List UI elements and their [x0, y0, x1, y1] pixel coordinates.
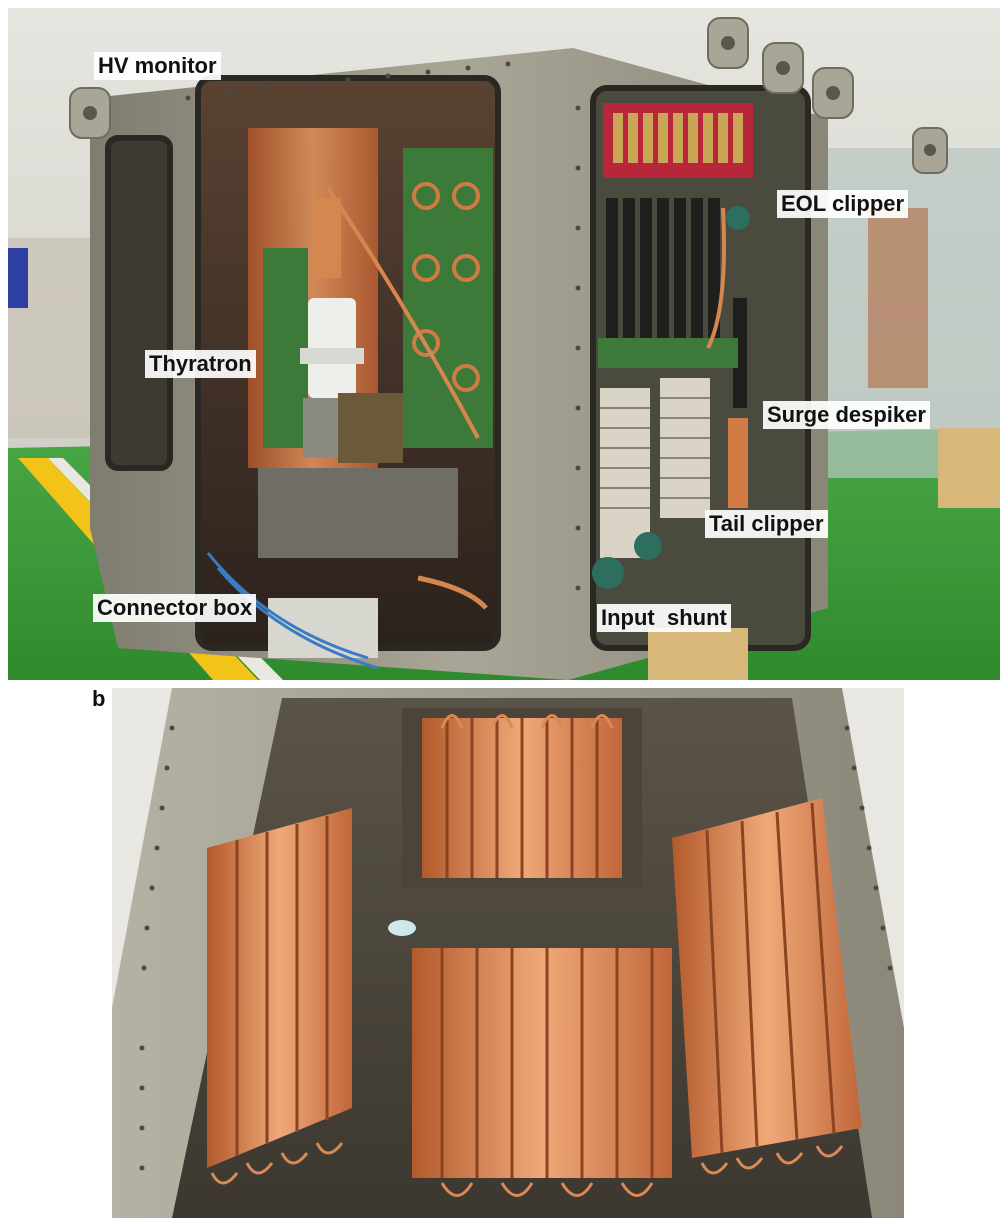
label-eol-clipper: EOL clipper: [777, 190, 909, 218]
panel-a-illustration: [8, 8, 1000, 680]
label-tail-clipper: Tail clipper: [705, 510, 828, 538]
panel-b-photo: [112, 688, 904, 1218]
panel-b-letter: b: [92, 686, 106, 711]
label-thyratron: Thyratron: [145, 350, 256, 378]
label-hv-monitor: HV monitor: [94, 52, 221, 80]
label-input-shunt: Input shunt: [597, 604, 731, 632]
panel-b-illustration: [112, 688, 904, 1218]
label-surge-despiker: Surge despiker: [763, 401, 930, 429]
label-connector-box: Connector box: [93, 594, 257, 622]
panel-a-photo: [8, 8, 1000, 680]
